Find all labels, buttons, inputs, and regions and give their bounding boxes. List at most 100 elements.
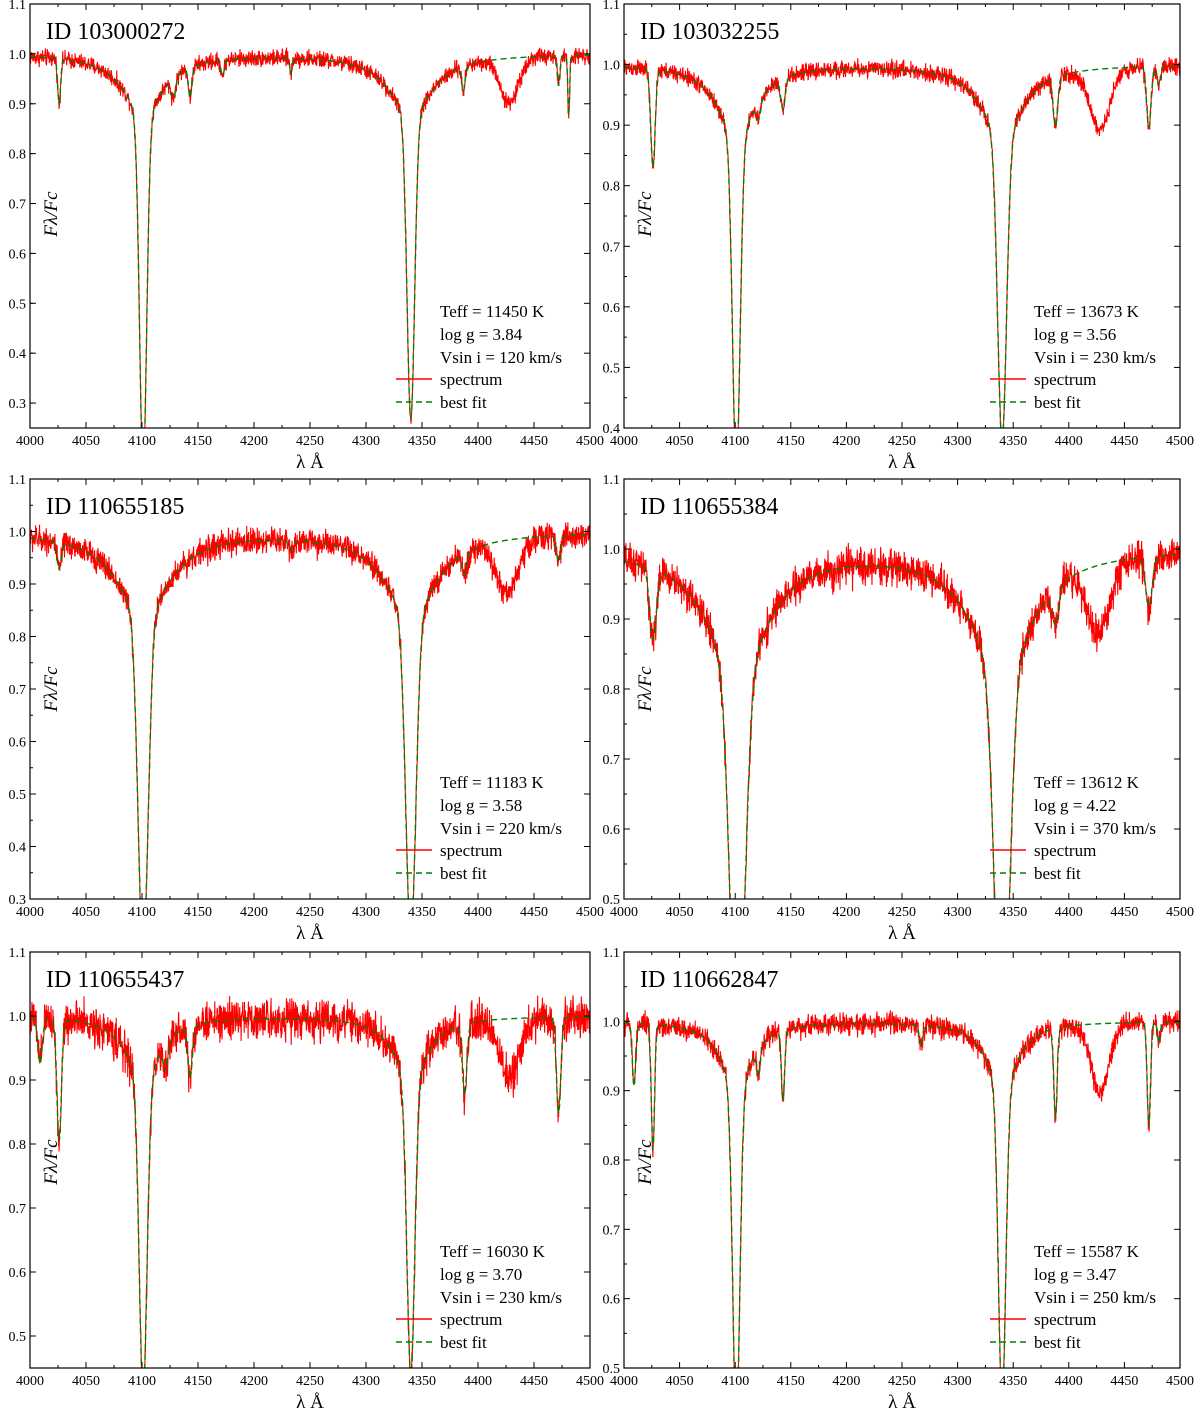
y-tick-label: 0.7 <box>9 198 27 213</box>
x-tick-label: 4400 <box>464 1374 492 1389</box>
x-tick-label: 4000 <box>610 1374 638 1389</box>
parameter-annotation: Teff = 16030 K <box>440 1242 546 1261</box>
x-tick-label: 4500 <box>576 905 604 920</box>
y-axis-label: Fλ/Fc <box>41 191 62 238</box>
y-tick-label: 0.7 <box>9 1202 27 1217</box>
y-tick-label: 1.1 <box>9 0 27 13</box>
y-tick-label: 1.0 <box>9 48 27 63</box>
parameter-annotation: Vsin i = 250 km/s <box>1034 1288 1156 1307</box>
x-tick-label: 4350 <box>408 905 436 920</box>
x-tick-label: 4250 <box>296 1374 324 1389</box>
spectrum-panel-1: 4000 4050 4100 4150 4200 4250 4300 4350 4400 4450… <box>9 0 605 473</box>
y-tick-label: 1.0 <box>603 59 621 74</box>
x-tick-label: 4150 <box>777 434 805 449</box>
x-tick-label: 4100 <box>721 905 749 920</box>
best-fit-series-line <box>30 54 590 428</box>
parameter-annotation: log g = 3.70 <box>440 1265 522 1284</box>
x-tick-label: 4350 <box>408 434 436 449</box>
x-tick-label: 4050 <box>72 1374 100 1389</box>
x-tick-label: 4000 <box>610 434 638 449</box>
y-tick-label: 0.6 <box>9 1266 27 1281</box>
spectrum-series-line <box>30 522 590 899</box>
y-axis-label: Fλ/Fc <box>41 666 62 713</box>
y-tick-label: 1.0 <box>9 1010 27 1025</box>
y-tick-label: 0.9 <box>9 1074 27 1089</box>
spectrum-series-line <box>30 995 590 1368</box>
best-fit-series-line <box>624 1021 1180 1368</box>
parameter-annotation: log g = 3.47 <box>1034 1265 1117 1284</box>
parameter-annotation: Vsin i = 230 km/s <box>440 1288 562 1307</box>
x-tick-label: 4500 <box>576 1374 604 1389</box>
legend-spectrum-label: spectrum <box>440 370 502 389</box>
spectrum-series-line <box>624 538 1180 899</box>
y-tick-label: 1.1 <box>9 946 27 961</box>
y-tick-label: 0.8 <box>603 180 621 195</box>
parameter-annotation: log g = 3.56 <box>1034 325 1116 344</box>
y-tick-label: 0.6 <box>603 301 621 316</box>
parameter-annotation: log g = 3.58 <box>440 796 522 815</box>
y-tick-label: 0.8 <box>9 631 27 646</box>
x-tick-label: 4450 <box>1110 905 1138 920</box>
x-tick-label: 4050 <box>666 905 694 920</box>
x-tick-label: 4300 <box>352 905 380 920</box>
parameter-annotation: Vsin i = 230 km/s <box>1034 348 1156 367</box>
x-tick-label: 4400 <box>1055 434 1083 449</box>
star-id-label: ID 110655437 <box>46 967 184 993</box>
star-id-label: ID 103032255 <box>640 19 779 45</box>
x-tick-label: 4300 <box>352 1374 380 1389</box>
x-tick-label: 4100 <box>128 1374 156 1389</box>
x-tick-label: 4500 <box>1166 905 1194 920</box>
parameter-annotation: Teff = 15587 K <box>1034 1242 1140 1261</box>
legend-spectrum-label: spectrum <box>1034 1310 1096 1329</box>
spectrum-series-line <box>624 56 1180 428</box>
best-fit-series-line <box>30 1016 590 1368</box>
legend-spectrum-label: spectrum <box>440 1310 502 1329</box>
x-tick-label: 4250 <box>296 905 324 920</box>
y-tick-label: 0.7 <box>603 240 621 255</box>
y-tick-label: 0.4 <box>9 347 27 362</box>
spectrum-panel-6: 4000 4050 4100 4150 4200 4250 4300 4350 4400 4450… <box>603 946 1195 1413</box>
y-tick-label: 1.1 <box>9 473 27 488</box>
y-tick-label: 0.9 <box>9 578 27 593</box>
x-tick-label: 4000 <box>16 434 44 449</box>
y-tick-label: 0.9 <box>9 98 27 113</box>
y-tick-label: 0.7 <box>9 683 27 698</box>
x-axis-label: λ Å <box>888 1392 916 1413</box>
x-tick-label: 4450 <box>520 434 548 449</box>
y-tick-label: 0.8 <box>9 1138 27 1153</box>
parameter-annotation: Teff = 13673 K <box>1034 302 1140 321</box>
y-tick-label: 1.0 <box>9 526 27 541</box>
x-tick-label: 4450 <box>1110 434 1138 449</box>
parameter-annotation: log g = 3.84 <box>440 325 523 344</box>
y-tick-label: 0.8 <box>603 683 621 698</box>
parameter-annotation: Teff = 11450 K <box>440 302 545 321</box>
x-tick-label: 4250 <box>888 1374 916 1389</box>
spectrum-panel-4: 4000 4050 4100 4150 4200 4250 4300 4350 4400 4450… <box>603 473 1195 944</box>
x-tick-label: 4100 <box>128 905 156 920</box>
legend-best-fit-label: best fit <box>1034 393 1081 412</box>
x-tick-label: 4300 <box>944 1374 972 1389</box>
x-tick-label: 4250 <box>888 434 916 449</box>
y-axis-label: Fλ/Fc <box>41 1139 62 1186</box>
parameter-annotation: Vsin i = 370 km/s <box>1034 819 1156 838</box>
parameter-annotation: Vsin i = 220 km/s <box>440 819 562 838</box>
star-id-label: ID 110655185 <box>46 494 184 520</box>
x-tick-label: 4500 <box>1166 1374 1194 1389</box>
best-fit-series-line <box>30 533 590 899</box>
legend-best-fit-label: best fit <box>1034 864 1081 883</box>
x-tick-label: 4150 <box>184 434 212 449</box>
x-tick-label: 4400 <box>464 905 492 920</box>
y-tick-label: 0.9 <box>603 1085 621 1100</box>
parameter-annotation: log g = 4.22 <box>1034 796 1116 815</box>
x-tick-label: 4500 <box>576 434 604 449</box>
y-tick-label: 0.6 <box>9 736 27 751</box>
x-axis-label: λ Å <box>296 1392 324 1413</box>
x-tick-label: 4100 <box>721 434 749 449</box>
y-tick-label: 0.5 <box>9 1330 27 1345</box>
legend-best-fit-label: best fit <box>1034 1333 1081 1352</box>
legend-spectrum-label: spectrum <box>1034 370 1096 389</box>
spectrum-panel-3: 4000 4050 4100 4150 4200 4250 4300 4350 4400 4450… <box>9 473 605 944</box>
star-id-label: ID 110662847 <box>640 967 778 993</box>
y-tick-label: 0.3 <box>9 397 27 412</box>
spectrum-series-line <box>30 47 590 428</box>
